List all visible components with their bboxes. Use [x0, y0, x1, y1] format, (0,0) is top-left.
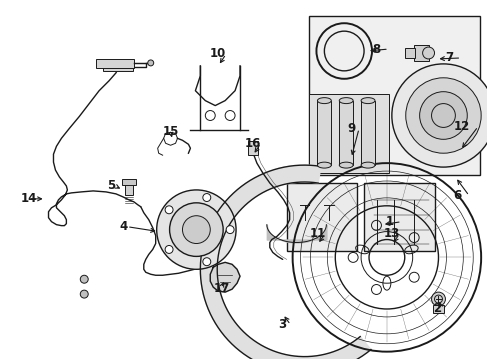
- Bar: [247, 141, 257, 155]
- Text: 6: 6: [452, 189, 460, 202]
- Text: 14: 14: [20, 192, 37, 205]
- Circle shape: [165, 246, 173, 253]
- Circle shape: [182, 216, 210, 243]
- Circle shape: [405, 78, 480, 153]
- Text: 5: 5: [107, 179, 115, 193]
- Text: 13: 13: [383, 227, 399, 240]
- Bar: [432, 305, 444, 313]
- Circle shape: [391, 64, 488, 167]
- Polygon shape: [210, 262, 240, 292]
- Bar: [360, 100, 374, 165]
- Bar: [122, 179, 136, 185]
- Circle shape: [147, 60, 153, 66]
- Circle shape: [165, 206, 173, 214]
- Bar: [96, 59, 134, 68]
- Circle shape: [80, 275, 88, 283]
- Bar: [103, 63, 133, 71]
- Ellipse shape: [360, 162, 374, 168]
- Bar: [309, 16, 479, 175]
- Text: 11: 11: [309, 227, 325, 240]
- Circle shape: [203, 194, 210, 202]
- Circle shape: [431, 292, 445, 306]
- Bar: [309, 94, 388, 173]
- Text: 3: 3: [278, 318, 286, 331]
- Circle shape: [80, 290, 88, 298]
- Text: 7: 7: [445, 51, 452, 64]
- Text: 16: 16: [244, 137, 261, 150]
- Ellipse shape: [317, 162, 331, 168]
- Circle shape: [422, 47, 434, 59]
- Text: 2: 2: [433, 302, 441, 315]
- Bar: [286, 183, 356, 251]
- Bar: [124, 183, 133, 195]
- Ellipse shape: [360, 98, 374, 104]
- Ellipse shape: [317, 98, 331, 104]
- Circle shape: [419, 92, 467, 139]
- Bar: [317, 100, 331, 165]
- Bar: [339, 100, 352, 165]
- Bar: [404, 48, 414, 58]
- Polygon shape: [200, 165, 370, 360]
- Bar: [364, 183, 434, 251]
- Circle shape: [169, 203, 223, 256]
- Text: 4: 4: [119, 220, 127, 233]
- Text: 12: 12: [453, 120, 469, 133]
- Text: 15: 15: [163, 125, 179, 138]
- Text: 10: 10: [210, 48, 226, 60]
- Text: 8: 8: [372, 42, 380, 55]
- Ellipse shape: [339, 98, 352, 104]
- Text: 1: 1: [385, 215, 393, 228]
- Ellipse shape: [339, 162, 352, 168]
- Circle shape: [156, 190, 236, 269]
- Text: 17: 17: [213, 282, 229, 294]
- Circle shape: [203, 258, 210, 266]
- Bar: [413, 45, 427, 61]
- Circle shape: [225, 226, 234, 234]
- Text: 9: 9: [346, 122, 355, 135]
